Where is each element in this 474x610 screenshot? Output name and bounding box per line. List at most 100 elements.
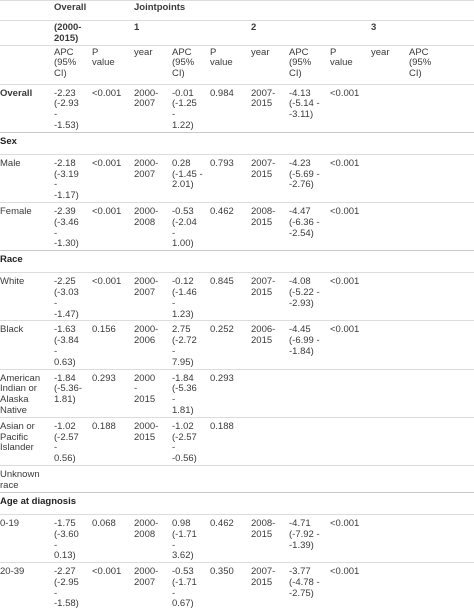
row-label: Overall (0, 83, 54, 133)
table-cell: 0.293 (210, 368, 251, 418)
table-cell (371, 153, 409, 203)
section-header-row: Sex (0, 131, 474, 155)
table-cell: 0.068 (92, 513, 134, 563)
table-cell: 2008- 2015 (251, 201, 289, 251)
table-cell: 0.28 (-1.45 - 2.01) (172, 153, 210, 203)
table-cell: <0.001 (330, 153, 371, 203)
table-cell: <0.001 (92, 562, 134, 610)
table-cell: APC (95% CI) (289, 44, 330, 85)
row-label: American Indian or Alaska Native (0, 368, 54, 418)
table-cell: year (371, 44, 409, 85)
table-cell: 2000- 2006 (134, 320, 172, 370)
table-cell (371, 464, 409, 493)
table-cell: -1.63 (-3.84 - 0.63) (54, 320, 92, 370)
table-cell: year (134, 44, 172, 85)
table-cell (0, 0, 54, 21)
table-cell (251, 368, 289, 418)
table-cell (210, 20, 251, 46)
table-cell (409, 513, 474, 563)
table-cell: -0.01 (-1.25 - 1.22) (172, 83, 210, 133)
table-cell (330, 0, 371, 21)
table-cell (289, 464, 330, 493)
table-cell: -4.23 (-5.69 - -2.76) (289, 153, 330, 203)
table-cell (409, 0, 474, 21)
table-cell (371, 368, 409, 418)
table-cell: -1.02 (-2.57 - 0.56) (54, 416, 92, 466)
table-cell: -0.12 (-1.46 - 1.23) (172, 272, 210, 321)
table-cell: 2007- 2015 (251, 83, 289, 133)
table-cell (409, 201, 474, 251)
table-cell: -3.77 (-4.78 - -2.75) (289, 562, 330, 610)
table-cell: 2000- 2007 (134, 83, 172, 133)
table-cell: -4.08 (-5.22 - -2.93) (289, 272, 330, 321)
table-cell (289, 368, 330, 418)
table-cell: 0.293 (92, 368, 134, 418)
table-cell: year (251, 44, 289, 85)
header-row: Overall Jointpoints (0, 0, 474, 21)
table-cell (210, 464, 251, 493)
table-cell: 2000- 2007 (134, 562, 172, 610)
table-cell: -1.84 (-5.36 - 1.81) (172, 368, 210, 418)
table-cell: -4.45 (-6.99 - -1.84) (289, 320, 330, 370)
table-cell: 2000- 2015 (134, 416, 172, 466)
table-cell (409, 153, 474, 203)
table-cell: -2.25 (-3.03 - -1.47) (54, 272, 92, 321)
table-cell (251, 464, 289, 493)
table-cell (409, 562, 474, 610)
table-cell: 0.462 (210, 513, 251, 563)
table-cell (409, 464, 474, 493)
table-cell: 2 (251, 20, 289, 46)
table-cell: 0.98 (-1.71 - 3.62) (172, 513, 210, 563)
table-cell (0, 20, 54, 46)
table-cell (371, 562, 409, 610)
row-label: White (0, 272, 54, 321)
table-cell: <0.001 (330, 513, 371, 563)
table-cell: <0.001 (330, 320, 371, 370)
table-cell (330, 464, 371, 493)
table-cell: 2000- 2007 (134, 153, 172, 203)
section-label: Race (0, 250, 474, 273)
table-cell: 3 (371, 20, 409, 46)
table-cell: <0.001 (92, 153, 134, 203)
table-cell: 2000- 2008 (134, 201, 172, 251)
table-cell (289, 416, 330, 466)
table-cell (409, 320, 474, 370)
table-cell: 2006- 2015 (251, 320, 289, 370)
table-cell: 0.984 (210, 83, 251, 133)
table-cell: 0.845 (210, 272, 251, 321)
section-label: Sex (0, 131, 474, 155)
table-row: Asian or Pacific Islander -1.02 (-2.57 - … (0, 416, 474, 466)
table-cell: 2007- 2015 (251, 153, 289, 203)
table-row: 0-19 -1.75 (-3.60 - 0.13) 0.068 2000- 2008 0… (0, 513, 474, 563)
table-cell: 2000 - 2015 (134, 368, 172, 418)
table-cell: -4.13 (-5.14 - -3.11) (289, 83, 330, 133)
section-header-row: Age at diagnosis (0, 491, 474, 515)
table-cell (172, 464, 210, 493)
table-cell (92, 464, 134, 493)
table-row: Female -2.39 (-3.46 - -1.30) <0.001 2000- 2… (0, 201, 474, 251)
table-cell: 2008- 2015 (251, 513, 289, 563)
table-cell: APC (95% CI) (409, 44, 474, 85)
table-cell: <0.001 (330, 83, 371, 133)
table-cell (371, 0, 409, 21)
table-row: Unknown race (0, 464, 474, 493)
table-row: Black -1.63 (-3.84 - 0.63) 0.156 2000- 2006… (0, 320, 474, 370)
table-cell: APC (95% CI) (172, 44, 210, 85)
table-cell (289, 0, 330, 21)
table-cell (251, 416, 289, 466)
section-label: Age at diagnosis (0, 491, 474, 515)
table-cell (409, 20, 474, 46)
table-cell (371, 272, 409, 321)
table-cell: -0.53 (-1.71 - 0.67) (172, 562, 210, 610)
table-cell (371, 320, 409, 370)
table-cell: 0.156 (92, 320, 134, 370)
table-cell (92, 0, 134, 21)
section-header-row: Race (0, 250, 474, 273)
table-cell: <0.001 (330, 201, 371, 251)
table-cell (172, 20, 210, 46)
table-row: Male -2.18 (-3.19 - -1.17) <0.001 2000- 200… (0, 153, 474, 203)
table-cell: <0.001 (330, 562, 371, 610)
table-cell: APC (95% CI) (54, 44, 92, 85)
header-row: (2000-2015) 1 2 3 (0, 20, 474, 46)
table-cell: -4.71 (-7.92 - -1.39) (289, 513, 330, 563)
